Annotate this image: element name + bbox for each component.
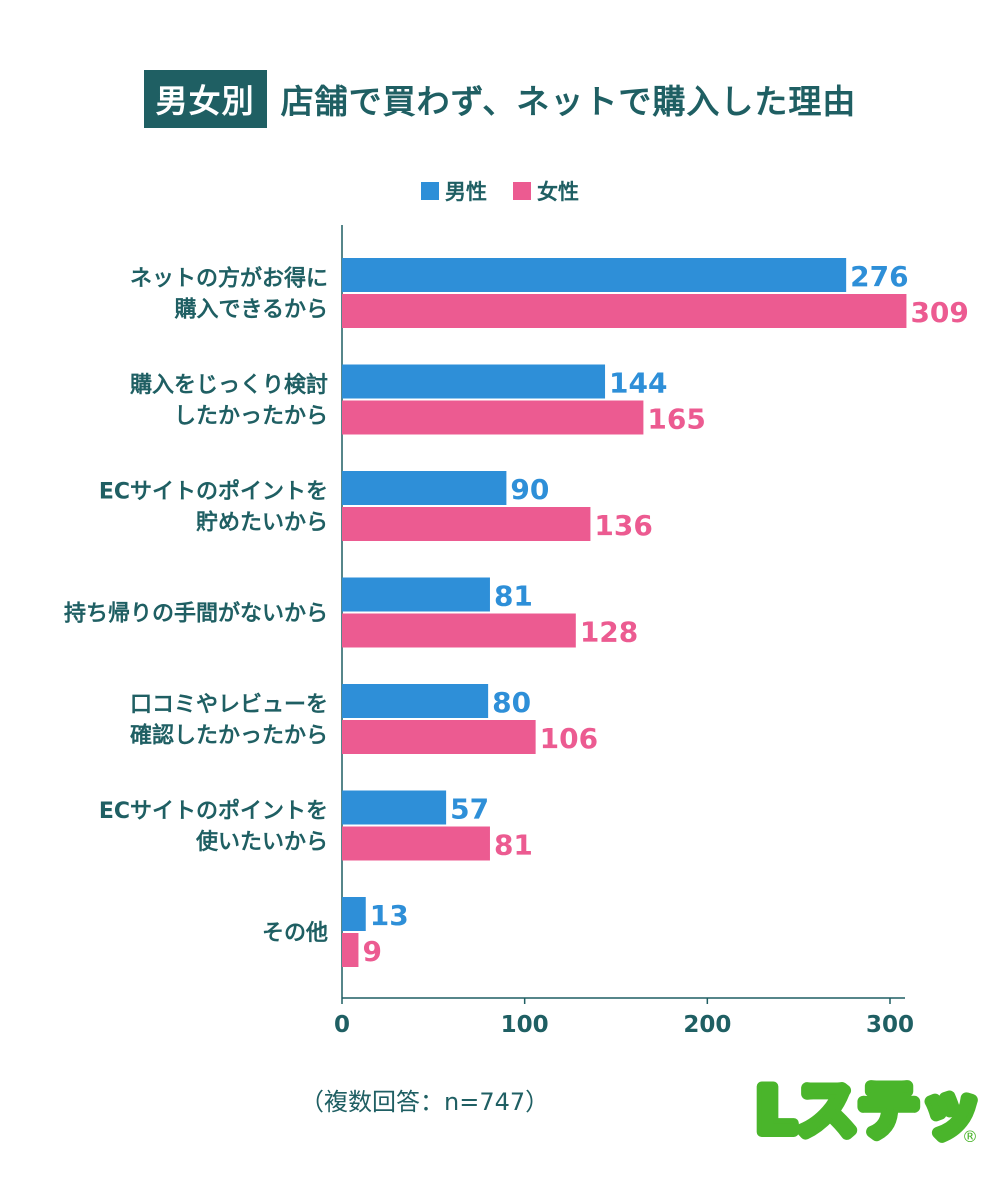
footnote: （複数回答：n=747） [300, 1088, 550, 1116]
bar-male-0 [342, 258, 847, 292]
x-tick-label-2: 200 [683, 1012, 731, 1038]
logo-registered-mark: ® [962, 1127, 978, 1146]
category-label-0-line-1: 購入できるから [174, 298, 328, 323]
category-label-5-line-1: 使いたいから [195, 830, 328, 855]
bar-female-6 [342, 933, 359, 967]
legend-swatch-male [421, 182, 439, 200]
value-label-female-6: 9 [362, 935, 381, 968]
chart-title-row: 男女別 店舗で買わず、ネットで購入した理由 [0, 70, 1000, 128]
value-label-male-1: 144 [609, 367, 667, 400]
category-label-2-line-0: ECサイトのポイントを [99, 479, 328, 505]
category-label-4-line-1: 確認したかったから [130, 723, 328, 749]
bar-female-2 [342, 507, 591, 541]
category-label-5-line-0: ECサイトのポイントを [99, 798, 328, 824]
x-tick-label-3: 300 [866, 1012, 914, 1038]
value-label-male-3: 81 [494, 580, 533, 613]
title-badge: 男女別 [143, 70, 267, 128]
bar-female-3 [342, 613, 576, 648]
category-label-6-line-0: その他 [262, 921, 328, 946]
legend: 男性 女性 [0, 176, 1000, 206]
x-tick-label-0: 0 [334, 1012, 350, 1038]
value-label-female-1: 165 [647, 403, 705, 436]
value-label-male-6: 13 [370, 899, 409, 932]
bar-female-1 [342, 400, 644, 435]
legend-item-female: 女性 [513, 176, 579, 206]
category-label-4-line-0: 口コミやレビューを [130, 693, 328, 718]
legend-item-male: 男性 [421, 176, 487, 206]
value-label-male-2: 90 [510, 473, 549, 506]
bar-male-4 [342, 684, 489, 718]
logo-text: Lステップ [756, 1074, 982, 1147]
value-label-female-0: 309 [910, 296, 968, 329]
bar-female-0 [342, 294, 907, 328]
legend-label-male: 男性 [445, 180, 487, 204]
chart-title: 店舗で買わず、ネットで購入した理由 [280, 82, 857, 121]
category-label-3-line-0: 持ち帰りの手間がないから [64, 601, 328, 627]
bar-female-5 [342, 826, 490, 861]
value-label-male-5: 57 [450, 793, 489, 826]
bar-female-4 [342, 720, 536, 754]
bar-male-2 [342, 471, 507, 505]
bar-male-1 [342, 364, 606, 399]
value-label-male-4: 80 [492, 686, 531, 719]
category-label-1-line-1: したかったから [174, 404, 328, 429]
logo-outline: Lステップ [756, 1074, 982, 1147]
category-label-2-line-1: 貯めたいから [196, 510, 328, 536]
value-label-female-4: 106 [540, 722, 598, 755]
value-label-female-3: 128 [580, 616, 638, 649]
category-label-0-line-0: ネットの方がお得に [130, 266, 328, 292]
bar-male-6 [342, 897, 366, 931]
value-label-male-0: 276 [850, 260, 908, 293]
bar-male-3 [342, 577, 490, 612]
bar-male-5 [342, 790, 447, 825]
legend-label-female: 女性 [537, 180, 579, 204]
value-label-female-2: 136 [594, 509, 652, 542]
value-label-female-5: 81 [494, 829, 533, 862]
category-label-1-line-0: 購入をじっくり検討 [130, 372, 328, 398]
x-tick-label-1: 100 [501, 1012, 549, 1038]
lstep-logo: Lステップ Lステップ ® [752, 1069, 982, 1148]
legend-swatch-female [513, 182, 531, 200]
